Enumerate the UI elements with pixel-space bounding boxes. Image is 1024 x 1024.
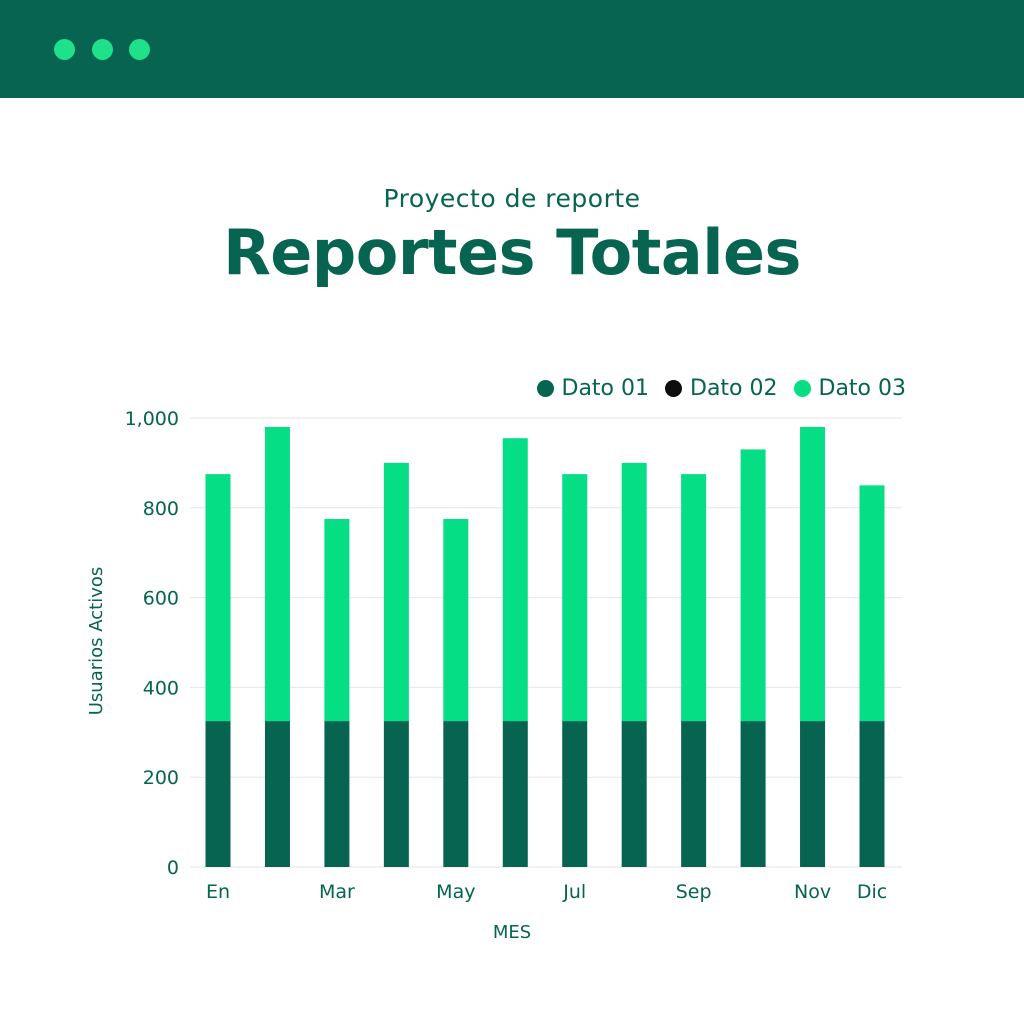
bar-dato-01-may[interactable] bbox=[443, 721, 469, 867]
y-tick-label: 800 bbox=[143, 498, 179, 520]
bar-dato-01-ago[interactable] bbox=[621, 721, 647, 867]
bar-dato-03-sep[interactable] bbox=[681, 474, 707, 722]
chart-subtitle: Proyecto de reporte bbox=[383, 184, 641, 213]
y-tick-label: 200 bbox=[143, 767, 179, 789]
chart-legend: Dato 01 Dato 02 Dato 03 bbox=[536, 373, 907, 403]
bar-dato-03-oct[interactable] bbox=[740, 449, 766, 722]
bar-dato-03-abr[interactable] bbox=[383, 462, 409, 722]
bar-dato-01-nov[interactable] bbox=[800, 721, 826, 867]
y-tick-label: 0 bbox=[167, 857, 179, 879]
legend-swatch-dato-01 bbox=[536, 379, 554, 397]
bar-dato-01-feb[interactable] bbox=[264, 721, 290, 867]
legend-item-dato-03[interactable]: Dato 03 bbox=[793, 375, 907, 401]
window-dot-3[interactable] bbox=[129, 39, 150, 60]
bar-dato-01-sep[interactable] bbox=[681, 721, 707, 867]
x-tick-label-sep: Sep bbox=[676, 881, 712, 903]
window-dot-1[interactable] bbox=[54, 39, 75, 60]
bars bbox=[205, 426, 885, 867]
legend-swatch-dato-02 bbox=[665, 379, 682, 397]
bar-dato-03-mar[interactable] bbox=[324, 519, 350, 722]
legend-swatch-dato-03 bbox=[793, 379, 811, 397]
bar-dato-01-dic[interactable] bbox=[859, 721, 885, 867]
bar-dato-03-jun[interactable] bbox=[502, 438, 528, 722]
legend-item-dato-02[interactable]: Dato 02 bbox=[665, 376, 778, 401]
x-tick-label-jul: Jul bbox=[562, 881, 586, 903]
bar-dato-03-may[interactable] bbox=[443, 519, 469, 722]
bar-dato-01-jun[interactable] bbox=[502, 721, 528, 867]
x-tick-label-dic: Dic bbox=[857, 881, 887, 903]
y-tick-label: 400 bbox=[143, 677, 179, 699]
x-tick-label-mar: Mar bbox=[319, 881, 355, 903]
x-tick-label-en: En bbox=[206, 881, 230, 903]
bar-dato-03-en[interactable] bbox=[205, 474, 231, 722]
bar-dato-01-mar[interactable] bbox=[324, 721, 350, 867]
y-tick-label: 1,000 bbox=[125, 408, 179, 430]
bar-dato-01-en[interactable] bbox=[205, 721, 231, 867]
bar-dato-03-ago[interactable] bbox=[621, 462, 647, 722]
x-tick-label-may: May bbox=[436, 881, 475, 903]
y-axis-ticks: 0 200 400 600 800 1,000 bbox=[125, 408, 179, 879]
bar-dato-03-nov[interactable] bbox=[800, 426, 826, 722]
bar-dato-03-dic[interactable] bbox=[859, 485, 885, 722]
chart-title: Reportes Totales bbox=[223, 216, 801, 289]
window-dot-2[interactable] bbox=[92, 39, 113, 60]
bar-dato-03-feb[interactable] bbox=[264, 426, 290, 722]
legend-label-dato-02: Dato 02 bbox=[690, 375, 778, 401]
bar-dato-03-jul[interactable] bbox=[562, 474, 588, 722]
grid-lines bbox=[190, 417, 902, 868]
bar-dato-01-jul[interactable] bbox=[562, 721, 588, 867]
window-title-bar bbox=[0, 0, 1024, 98]
legend-label-dato-03: Dato 03 bbox=[818, 375, 907, 401]
y-tick-label: 600 bbox=[143, 588, 179, 610]
bar-dato-01-oct[interactable] bbox=[740, 721, 766, 867]
x-axis-label: MES bbox=[493, 922, 531, 943]
legend-label-dato-01: Dato 01 bbox=[561, 375, 650, 401]
legend-item-dato-01[interactable]: Dato 01 bbox=[536, 375, 650, 401]
x-tick-label-nov: Nov bbox=[794, 881, 831, 903]
bar-dato-01-abr[interactable] bbox=[383, 721, 409, 867]
y-axis-label: Usuarios Activos bbox=[86, 567, 107, 716]
x-axis-ticks: En Mar May Jul Sep Nov Dic bbox=[206, 881, 887, 903]
